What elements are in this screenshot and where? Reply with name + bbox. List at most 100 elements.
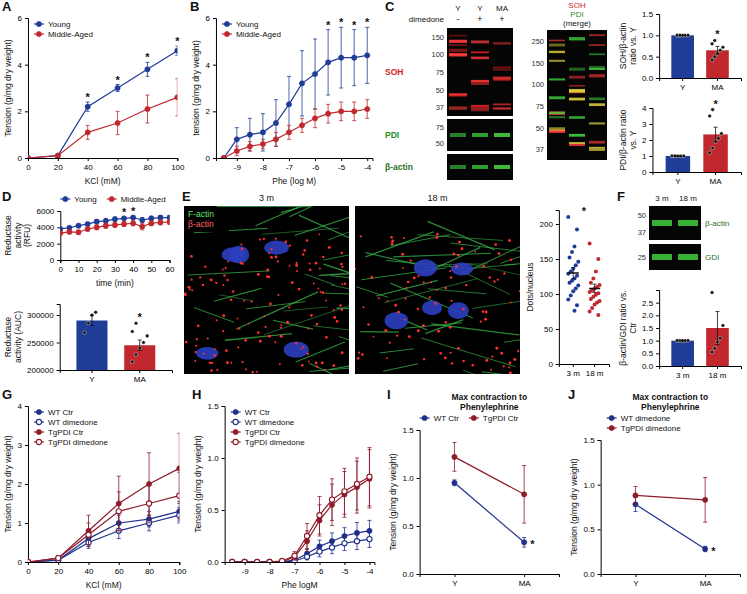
y-axis: 0246	[206, 14, 217, 163]
error-bar	[87, 523, 91, 546]
series-line	[635, 495, 705, 499]
tick-label: 0	[642, 168, 647, 177]
significance-mark: *	[352, 19, 357, 31]
rna-dot	[203, 353, 205, 355]
rna-dot	[362, 306, 364, 308]
rna-dot	[225, 349, 228, 352]
error-cap	[116, 134, 120, 135]
axis-title: Dots/nucleus	[525, 262, 535, 311]
image-content	[355, 221, 520, 374]
x-axis: 3 m18 m	[559, 364, 609, 378]
blot-band	[494, 133, 510, 137]
error-cap	[177, 472, 179, 473]
tick-mark	[417, 574, 420, 575]
error-cap	[318, 546, 322, 547]
marker	[149, 221, 154, 226]
axis-line	[598, 441, 602, 575]
fiber	[329, 361, 349, 370]
tick-mark	[58, 158, 59, 161]
rna-dot	[452, 253, 455, 256]
axis-line	[57, 305, 61, 371]
fiber	[225, 334, 292, 341]
tick-label: 50	[544, 325, 553, 334]
tick-mark	[556, 259, 559, 260]
significance-mark: *	[715, 28, 720, 40]
error-bar	[593, 284, 597, 292]
error-cap	[367, 507, 371, 508]
axis-title: tension (g/mg dry weight)	[191, 40, 201, 136]
error-cap	[318, 540, 322, 541]
tick-label: 20	[54, 567, 63, 576]
tick-label: 1	[642, 152, 647, 161]
marker	[242, 559, 247, 562]
size-marker: 100	[531, 80, 544, 89]
y-axis: 0200040006000	[37, 207, 61, 265]
tick-label: 0.5	[642, 349, 654, 358]
tick-mark	[28, 562, 29, 565]
tick-mark	[237, 158, 238, 161]
marker	[86, 532, 91, 537]
tick-label: 0.5	[208, 506, 220, 515]
error-bar	[681, 35, 685, 36]
rna-dot	[508, 239, 511, 242]
error-line	[715, 127, 716, 141]
rna-dot	[257, 273, 260, 276]
marker	[158, 215, 163, 220]
legend-item: TgPDI Ctr	[469, 414, 519, 423]
error-bar	[318, 496, 322, 533]
tick-mark	[25, 111, 28, 112]
image-content	[184, 206, 349, 374]
series-line	[224, 55, 367, 158]
tick: 0.5	[403, 522, 420, 531]
tick: 3 m	[567, 364, 581, 378]
axis-line	[28, 563, 179, 566]
error-cap	[352, 85, 356, 86]
tick: 2	[642, 136, 652, 145]
legend-marker	[233, 419, 238, 424]
x-axis: YMA	[653, 172, 742, 186]
legend-marker	[233, 429, 238, 434]
rna-dot	[259, 238, 261, 240]
error-cap	[300, 132, 304, 133]
plot-marks	[28, 46, 177, 158]
legend-item: Young	[60, 195, 96, 204]
blot-band	[589, 53, 605, 55]
strip-label: SOH	[385, 67, 403, 77]
tick-label: Y	[680, 83, 686, 92]
tick-label: 1.0	[403, 474, 415, 483]
tick: 1.0	[584, 481, 601, 490]
significance-mark: *	[138, 311, 143, 323]
tick: MA	[710, 172, 723, 186]
blot-band	[589, 66, 605, 69]
tick-mark	[649, 172, 652, 173]
tick-mark	[369, 562, 370, 565]
error-cap	[235, 146, 239, 147]
axis-line	[417, 431, 421, 575]
rna-dot	[226, 361, 229, 364]
rna-dot	[423, 281, 425, 283]
error-cap	[175, 55, 177, 56]
rna-dot	[277, 294, 279, 296]
plot: 0.00.51.01.5YMA*	[403, 426, 560, 588]
tick-label: 150	[540, 255, 554, 264]
legend: WT dimedoneTgPDI dimedone	[607, 414, 682, 433]
marker	[158, 220, 163, 225]
tick-label: Y	[633, 579, 639, 588]
error-bar	[86, 125, 90, 139]
tick: -9	[242, 562, 250, 576]
fiber	[329, 223, 349, 240]
tick: 10	[75, 260, 84, 274]
tick: 30	[111, 260, 120, 274]
data-point	[590, 306, 594, 310]
rna-dot	[449, 270, 451, 272]
rna-dot	[519, 290, 520, 292]
marker	[131, 221, 136, 226]
blot-band	[589, 68, 605, 70]
rna-dot	[503, 272, 505, 274]
error-bar	[77, 224, 81, 227]
tick-mark	[222, 406, 225, 407]
rna-dot	[510, 259, 512, 261]
error-cap	[342, 517, 346, 518]
rna-dot	[413, 276, 416, 279]
rna-dot	[401, 253, 404, 256]
